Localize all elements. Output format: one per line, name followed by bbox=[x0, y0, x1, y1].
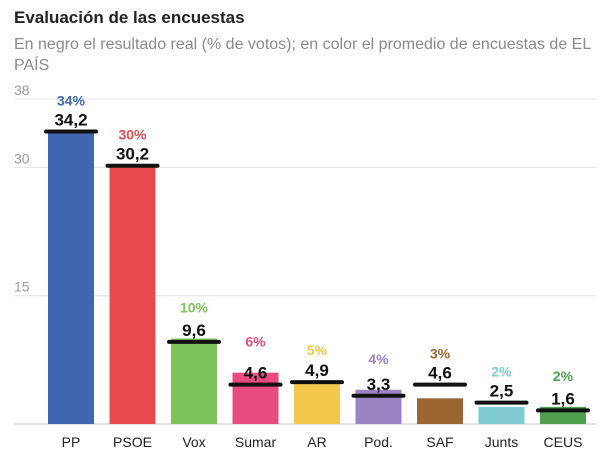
data-label-poll: 30% bbox=[118, 127, 147, 143]
x-tick-label: AR bbox=[307, 434, 326, 450]
data-label-poll: 3% bbox=[430, 346, 451, 362]
data-label-poll: 34% bbox=[57, 93, 86, 109]
data-label-poll: 4% bbox=[368, 351, 389, 367]
data-label-real: 4,6 bbox=[244, 364, 268, 383]
bar-poll-sumar bbox=[232, 372, 279, 424]
data-label-real: 4,6 bbox=[428, 364, 452, 383]
data-label-real: 34,2 bbox=[54, 111, 87, 130]
x-tick-label: Sumar bbox=[235, 434, 277, 450]
data-label-real: 3,3 bbox=[367, 375, 391, 394]
data-label-poll: 2% bbox=[553, 368, 574, 384]
x-tick-label: Pod. bbox=[364, 434, 393, 450]
data-label-real: 9,6 bbox=[182, 321, 206, 340]
data-label-real: 30,2 bbox=[116, 145, 149, 164]
chart-title: Evaluación de las encuestas bbox=[14, 8, 245, 27]
x-tick-label: Vox bbox=[182, 434, 205, 450]
data-label-real: 2,5 bbox=[490, 382, 514, 401]
bar-poll-vox bbox=[171, 338, 217, 424]
data-label-poll: 5% bbox=[307, 342, 328, 358]
data-label-poll: 2% bbox=[491, 364, 512, 380]
y-tick-label: 30 bbox=[14, 150, 30, 166]
bar-poll-psoe bbox=[109, 167, 156, 424]
x-tick-label: Junts bbox=[485, 434, 518, 450]
data-label-poll: 6% bbox=[245, 334, 266, 350]
x-tick-label: PP bbox=[62, 434, 81, 450]
x-tick-label: SAF bbox=[426, 434, 453, 450]
bar-poll-pp bbox=[48, 133, 94, 425]
chart-subtitle: En negro el resultado real (% de votos);… bbox=[14, 36, 591, 74]
x-tick-label: CEUS bbox=[544, 434, 583, 450]
data-label-real: 1,6 bbox=[551, 389, 575, 408]
bar-poll-junts bbox=[478, 406, 525, 424]
bar-poll-saf bbox=[417, 398, 463, 424]
data-label-poll: 10% bbox=[180, 299, 209, 315]
y-tick-label: 15 bbox=[14, 279, 30, 295]
data-label-real: 4,9 bbox=[305, 361, 329, 380]
bar-poll-ar bbox=[294, 381, 340, 424]
y-tick-label: 38 bbox=[14, 82, 30, 98]
x-tick-label: PSOE bbox=[113, 434, 152, 450]
